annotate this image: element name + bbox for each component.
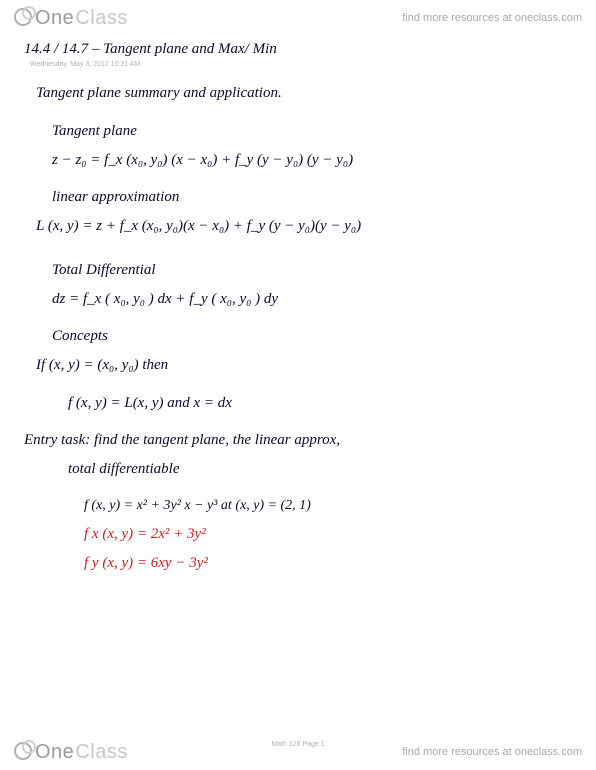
line-summary: Tangent plane summary and application. [36, 82, 572, 105]
fy-line: f y (x, y) = 6xy − 3y² [84, 552, 572, 575]
total-diff-eq: dz = f_x ( x₀, y₀ ) dx + f_y ( x₀, y₀ ) … [52, 288, 572, 311]
total-diff-label: Total Differential [52, 259, 572, 282]
concepts-label: Concepts [52, 325, 572, 348]
watermark-bottom: One Class find more resources at oneclas… [0, 734, 596, 770]
linear-approx-label: linear approximation [52, 186, 572, 209]
task-line-2: total differentiable [68, 458, 572, 481]
task-line-1: Entry task: find the tangent plane, the … [24, 429, 572, 452]
resources-link-top[interactable]: find more resources at oneclass.com [402, 12, 582, 24]
tangent-plane-eq: z − z₀ = f_x (x₀, y₀) (x − x₀) + f_y (y … [52, 149, 572, 172]
logo-icon [14, 742, 32, 760]
if-eq: If (x, y) = (x₀, y₀) then [36, 354, 572, 377]
note-meta: Wednesday, May 3, 2017 10:31 AM [30, 61, 572, 68]
fL-eq: f (x, y) = L(x, y) and x = dx [68, 392, 572, 415]
logo-text-one: One [35, 7, 74, 30]
note-content: 14.4 / 14.7 – Tangent plane and Max/ Min… [24, 38, 572, 575]
linear-approx-eq: L (x, y) = z + f_x (x₀, y₀)(x − x₀) + f_… [36, 215, 572, 238]
logo-text-class: Class [75, 741, 128, 764]
logo-text-class: Class [75, 7, 128, 30]
section-title: 14.4 / 14.7 – Tangent plane and Max/ Min [24, 38, 572, 61]
logo-icon [14, 8, 32, 26]
watermark-top: One Class find more resources at oneclas… [0, 0, 596, 36]
func-line: f (x, y) = x² + 3y² x − y³ at (x, y) = (… [84, 495, 572, 517]
logo-top: One Class [14, 6, 128, 30]
fx-line: f x (x, y) = 2x² + 3y² [84, 523, 572, 546]
resources-link-bottom[interactable]: find more resources at oneclass.com [402, 746, 582, 758]
logo-bottom: One Class [14, 740, 128, 764]
logo-text-one: One [35, 741, 74, 764]
tangent-plane-label: Tangent plane [52, 120, 572, 143]
